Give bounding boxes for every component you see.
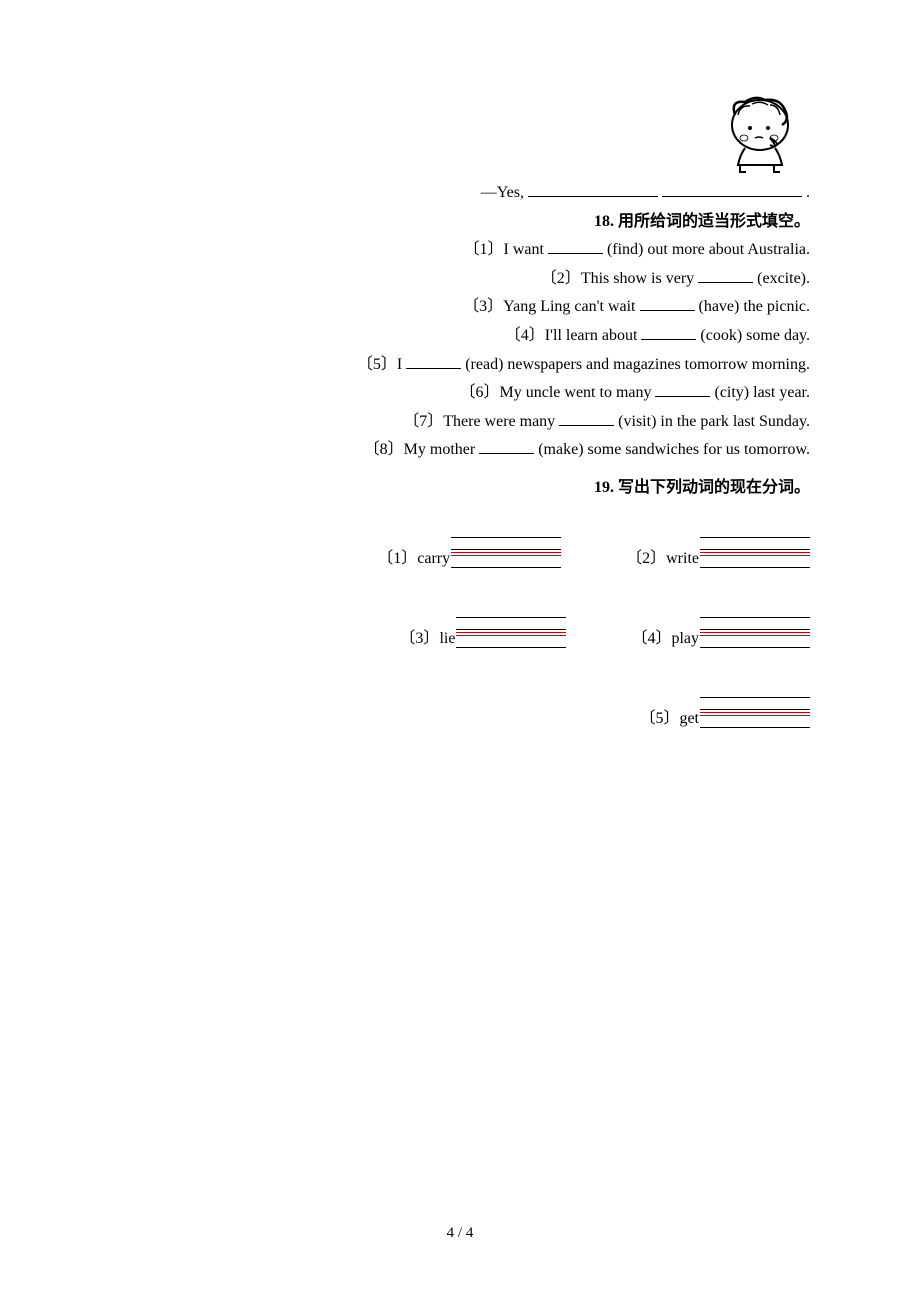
- q19-row-3: 〔5〕get: [110, 683, 810, 728]
- answer-blank[interactable]: [528, 181, 658, 197]
- q18-item-2: 〔2〕This show is very (excite).: [110, 266, 810, 292]
- q18-item-4: 〔4〕I'll learn about (cook) some day.: [110, 323, 810, 349]
- q19-item-1: 〔1〕carry: [377, 523, 561, 568]
- answer-blank[interactable]: [479, 438, 534, 454]
- q18-item-1: 〔1〕I want (find) out more about Australi…: [110, 237, 810, 263]
- q19-item-4: 〔4〕play: [631, 603, 810, 648]
- period: .: [806, 184, 810, 201]
- answer-blank-stack[interactable]: [700, 523, 810, 568]
- cartoon-thinking-boy-image: [710, 90, 810, 175]
- answer-blank[interactable]: [698, 267, 753, 283]
- q18-item-8: 〔8〕My mother (make) some sandwiches for …: [110, 437, 810, 463]
- q18-item-3: 〔3〕Yang Ling can't wait (have) the picni…: [110, 294, 810, 320]
- answer-blank[interactable]: [548, 238, 603, 254]
- yes-response-line: —Yes, .: [110, 180, 810, 206]
- question-18-heading: 18. 用所给词的适当形式填空。: [110, 209, 810, 235]
- answer-blank-stack[interactable]: [451, 523, 561, 568]
- q19-item-3: 〔3〕lie: [399, 603, 566, 648]
- answer-blank[interactable]: [641, 324, 696, 340]
- q19-row-1: 〔1〕carry 〔2〕write: [110, 523, 810, 568]
- q19-item-2: 〔2〕write: [626, 523, 810, 568]
- q19-item-5: 〔5〕get: [639, 683, 810, 728]
- q18-item-6: 〔6〕My uncle went to many (city) last yea…: [110, 380, 810, 406]
- answer-blank-stack[interactable]: [700, 683, 810, 728]
- answer-blank[interactable]: [559, 410, 614, 426]
- question-19-heading: 19. 写出下列动词的现在分词。: [110, 475, 810, 501]
- page-content: —Yes, . 18. 用所给词的适当形式填空。 〔1〕I want (find…: [0, 0, 920, 728]
- answer-blank[interactable]: [640, 295, 695, 311]
- q19-row-2: 〔3〕lie 〔4〕play: [110, 603, 810, 648]
- q18-item-5: 〔5〕I (read) newspapers and magazines tom…: [110, 352, 810, 378]
- answer-blank-stack[interactable]: [700, 603, 810, 648]
- yes-text: —Yes,: [481, 184, 524, 201]
- q18-item-7: 〔7〕There were many (visit) in the park l…: [110, 409, 810, 435]
- answer-blank[interactable]: [406, 353, 461, 369]
- answer-blank[interactable]: [655, 381, 710, 397]
- answer-blank[interactable]: [662, 181, 802, 197]
- page-number: 4 / 4: [0, 1225, 920, 1242]
- answer-blank-stack[interactable]: [456, 603, 566, 648]
